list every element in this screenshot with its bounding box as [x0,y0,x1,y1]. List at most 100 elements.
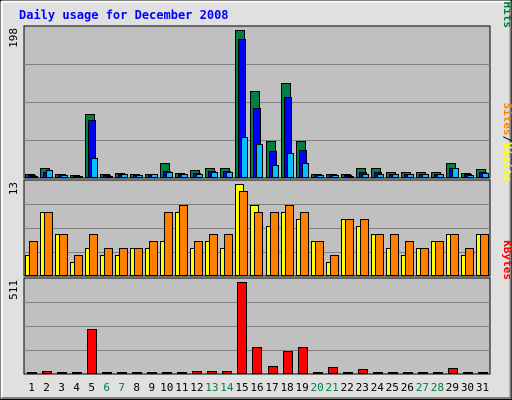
bar-sites-day-16 [254,212,263,276]
bar-kbytes-day-2 [42,371,52,374]
x-tick-label: 13 [205,381,218,394]
x-axis-labels: 1 2 3 4 5 6 7 8 9 10 11 12 13 14 15 16 17 18 19 20 21 22 23 24 2… [28,381,489,394]
x-tick-label: 17 [265,381,278,394]
panel-requests-max-label: 198 [7,28,20,48]
panel-requests-legend: Pages/Files/Hits [501,0,512,28]
x-tick-label: 19 [295,381,308,394]
bar-pages-day-26 [407,174,414,178]
bar-kbytes-day-3 [57,372,67,374]
bar-pages-day-20 [317,175,324,178]
bar-sites-day-25 [390,234,399,276]
bar-pages-day-8 [136,175,143,178]
bar-pages-day-5 [91,158,98,178]
bar-kbytes-day-16 [252,347,262,374]
bar-kbytes-day-11 [177,372,187,374]
bar-pages-day-4 [76,176,83,178]
bar-kbytes-day-12 [192,371,202,374]
x-tick-label: 14 [220,381,234,394]
x-tick-label: 4 [73,381,80,394]
x-tick-label: 12 [190,381,203,394]
bar-sites-day-12 [194,241,203,276]
bar-sites-day-18 [285,205,294,276]
bar-pages-day-14 [226,172,233,178]
x-tick-label: 31 [476,381,489,394]
panel-kbytes-legend: KBytes [501,240,512,280]
x-tick-label: 7 [118,381,125,394]
bar-pages-day-11 [181,174,188,178]
x-tick-label: 21 [326,381,339,394]
x-tick-label: 24 [371,381,385,394]
chart-title: Daily usage for December 2008 [19,8,229,22]
bar-sites-day-22 [345,219,354,276]
bar-sites-day-26 [405,241,414,276]
bar-kbytes-day-29 [448,368,458,374]
bar-kbytes-day-1 [27,372,37,374]
bar-kbytes-day-23 [358,369,368,374]
x-tick-label: 16 [250,381,263,394]
bar-kbytes-day-26 [403,372,413,374]
bar-sites-day-27 [420,248,429,276]
bar-kbytes-day-24 [373,372,383,374]
series-sites [29,191,489,276]
x-tick-label: 5 [88,381,95,394]
bar-sites-day-24 [375,234,384,276]
panel-visits: 13 Sites/Visits [7,103,512,277]
bar-kbytes-day-15 [237,282,247,374]
bar-sites-day-19 [300,212,309,276]
bar-sites-day-10 [164,212,173,276]
series-kbytes [27,282,488,374]
bar-kbytes-day-9 [147,372,157,374]
bar-kbytes-day-21 [328,367,338,374]
panel-visits-max-label: 13 [7,182,20,195]
bar-pages-day-2 [46,170,53,178]
bar-pages-day-12 [196,174,203,178]
x-tick-label: 30 [461,381,474,394]
bar-kbytes-day-5 [87,329,97,374]
bar-pages-day-30 [467,175,474,178]
legend-visits-sites: Sites [501,103,512,136]
bar-kbytes-day-17 [268,366,278,374]
bar-pages-day-24 [377,174,384,178]
bar-sites-day-13 [209,234,218,276]
bar-sites-day-21 [330,255,339,276]
x-tick-label: 9 [148,381,155,394]
bar-pages-day-22 [347,176,354,178]
bar-pages-day-3 [61,175,68,178]
bar-pages-day-17 [272,165,279,178]
bar-sites-day-15 [239,191,248,276]
bar-sites-day-11 [179,205,188,276]
bar-sites-day-30 [465,248,474,276]
bar-sites-day-7 [119,248,128,276]
bar-sites-day-9 [149,241,158,276]
bar-pages-day-23 [362,174,369,178]
legend-kbytes-kbytes: KBytes [501,240,512,280]
x-tick-label: 29 [446,381,459,394]
bar-pages-day-15 [241,137,248,178]
panel-kbytes: 511 KBytes [7,240,512,375]
panel-kbytes-max-label: 511 [7,280,20,300]
bar-pages-day-9 [151,174,158,178]
legend-requests-sep2: / [501,0,512,2]
panel-requests: 198 Pages/Files/Hits [7,0,512,179]
panel-visits-legend: Sites/Visits [501,103,512,183]
legend-visits-visits: Visits [501,142,512,182]
bar-sites-day-5 [89,234,98,276]
bar-pages-day-16 [256,144,263,178]
bar-kbytes-day-4 [72,372,82,374]
bar-pages-day-6 [106,176,113,178]
bar-sites-day-31 [480,234,489,276]
x-tick-label: 8 [133,381,140,394]
bar-sites-day-8 [134,248,143,276]
bar-kbytes-day-10 [162,372,172,374]
bar-kbytes-day-7 [117,372,127,374]
x-tick-label: 18 [280,381,293,394]
bar-sites-day-2 [44,212,53,276]
bar-pages-day-28 [437,174,444,178]
bar-pages-day-18 [287,153,294,178]
bar-sites-day-3 [59,234,68,276]
x-tick-label: 28 [431,381,444,394]
bar-sites-day-6 [104,248,113,276]
x-tick-label: 25 [386,381,399,394]
bar-sites-day-1 [29,241,38,276]
